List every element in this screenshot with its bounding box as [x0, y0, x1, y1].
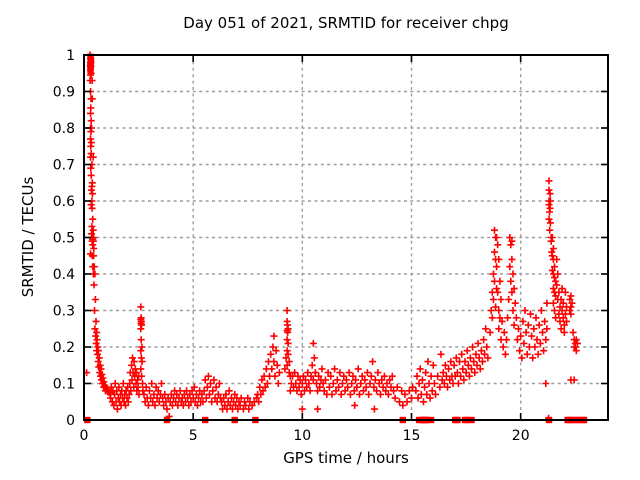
- x-tick-label: 5: [189, 428, 198, 444]
- square-marker: [87, 53, 94, 60]
- y-tick-label: 0.5: [53, 231, 75, 247]
- y-tick-label: 0: [66, 413, 75, 429]
- square-marker: [87, 57, 95, 64]
- y-tick-label: 0.2: [53, 340, 75, 356]
- y-tick-label: 0.7: [53, 158, 75, 174]
- square-marker: [87, 66, 94, 73]
- y-tick-label: 0.1: [53, 377, 75, 393]
- x-tick-label: 0: [80, 428, 89, 444]
- y-tick-label: 0.6: [53, 194, 75, 210]
- y-tick-label: 0.4: [53, 267, 75, 283]
- y-tick-label: 0.8: [53, 121, 75, 137]
- scatter-points: [83, 51, 581, 422]
- square-marker: [87, 62, 94, 70]
- x-tick-label: 10: [293, 428, 311, 444]
- y-tick-label: 1: [66, 48, 75, 64]
- y-tick-label: 0.3: [53, 304, 75, 320]
- x-tick-label: 15: [403, 428, 421, 444]
- x-axis-title: GPS time / hours: [283, 449, 409, 467]
- y-tick-label: 0.9: [53, 85, 75, 101]
- x-tick-label: 20: [512, 428, 530, 444]
- chart-title: Day 051 of 2021, SRMTID for receiver chp…: [183, 14, 509, 32]
